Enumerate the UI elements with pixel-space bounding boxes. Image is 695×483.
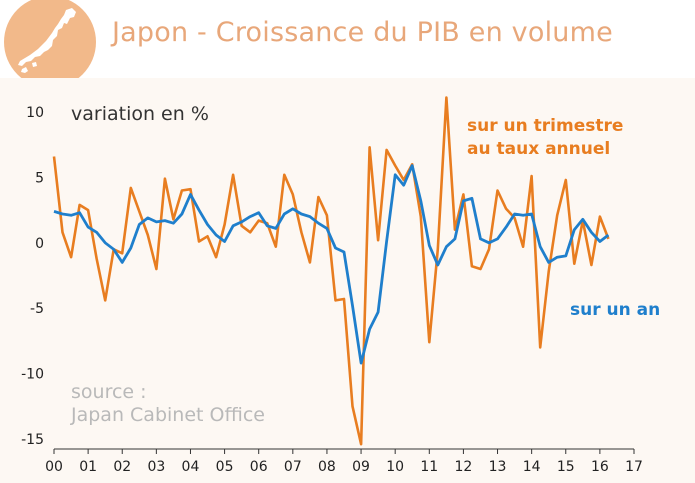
y-tick-label: 0 (35, 236, 44, 252)
series-year-on-year-line (53, 164, 610, 365)
source-line-1: source : (71, 381, 147, 403)
y-axis-label: variation en % (71, 103, 209, 125)
japan-silhouette (18, 8, 76, 73)
x-tick-label: 13 (489, 459, 507, 475)
y-tick-label: -5 (30, 301, 44, 317)
x-tick-label: 01 (79, 459, 97, 475)
x-tick-label: 17 (625, 459, 643, 475)
x-tick-label: 11 (420, 459, 438, 475)
source-line-2: Japan Cabinet Office (70, 404, 265, 426)
x-tick-label: 07 (284, 459, 302, 475)
x-tick-label: 08 (318, 459, 336, 475)
y-tick-label: -15 (21, 432, 44, 448)
y-tick-label: -10 (21, 367, 44, 383)
x-tick-label: 16 (591, 459, 609, 475)
x-tick-label: 12 (454, 459, 472, 475)
y-axis-ticks: 10 5 0 -5 -10 -15 (21, 105, 44, 448)
y-tick-label: 5 (35, 170, 44, 186)
gdp-line-chart: 10 5 0 -5 -10 -15 00 01 02 03 04 05 06 07 08 09 10 11 12 1… (21, 96, 660, 475)
legend-annual: sur un an (570, 300, 660, 320)
series-quarterly-annualized-line (52, 96, 610, 446)
x-tick-label: 09 (352, 459, 370, 475)
chart-title: Japon - Croissance du PIB en volume (112, 17, 613, 48)
plot-area: 10 5 0 -5 -10 -15 00 01 02 03 04 05 06 07 08 09 10 11 12 1… (0, 78, 695, 483)
chart-header: Japon - Croissance du PIB en volume (0, 0, 695, 88)
x-tick-label: 14 (523, 459, 541, 475)
x-tick-label: 02 (113, 459, 131, 475)
x-tick-label: 03 (147, 459, 165, 475)
x-tick-label: 10 (386, 459, 404, 475)
x-tick-label: 05 (216, 459, 234, 475)
legend-quarterly-line-2: au taux annuel (467, 139, 610, 159)
legend-quarterly-line-1: sur un trimestre (467, 116, 623, 136)
x-axis-ticks: 00 01 02 03 04 05 06 07 08 09 10 11 12 13 14 15 16 17 (45, 449, 643, 475)
x-tick-label: 15 (557, 459, 575, 475)
x-tick-label: 04 (182, 459, 200, 475)
y-tick-label: 10 (26, 105, 44, 121)
series-lines (52, 96, 610, 446)
japan-map-icon (4, 0, 96, 88)
x-tick-label: 06 (250, 459, 268, 475)
x-tick-label: 00 (45, 459, 63, 475)
